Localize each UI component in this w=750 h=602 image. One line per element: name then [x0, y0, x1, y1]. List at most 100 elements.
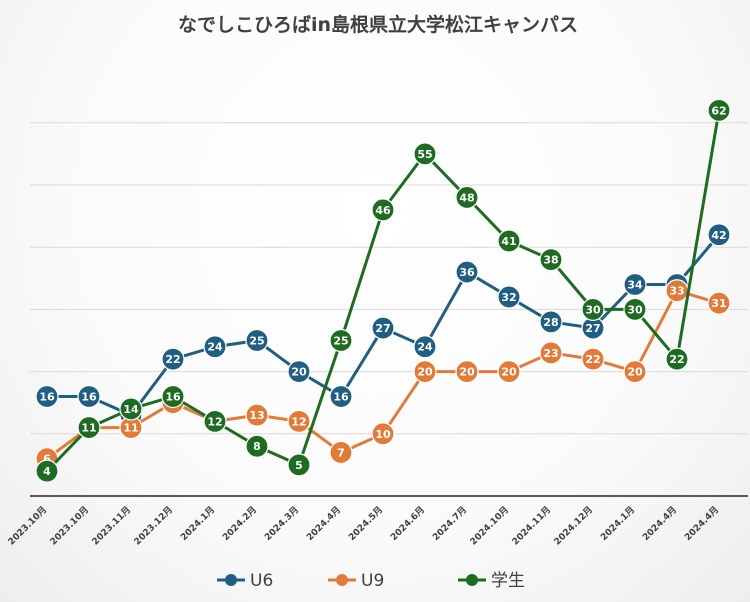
data-point [371, 422, 395, 446]
data-label: 25 [333, 335, 348, 348]
data-label: 62 [711, 104, 726, 117]
data-label: 27 [585, 322, 600, 335]
data-label: 22 [165, 353, 180, 366]
data-point [707, 291, 731, 315]
data-label: 23 [543, 347, 558, 360]
data-label: 7 [337, 446, 345, 459]
x-tick-label: 2024.4月 [682, 504, 721, 543]
data-label: 11 [123, 422, 138, 435]
data-label: 55 [417, 148, 432, 161]
data-point [539, 248, 563, 272]
data-label: 36 [459, 266, 475, 279]
x-tick-label: 2024.5月 [346, 504, 385, 543]
data-point [665, 347, 689, 371]
data-label: 41 [501, 235, 516, 248]
data-point [371, 316, 395, 340]
data-label: 8 [253, 440, 261, 453]
data-label: 14 [123, 403, 139, 416]
data-point [497, 229, 521, 253]
data-point [119, 397, 143, 421]
data-label: 22 [585, 353, 600, 366]
chart-title: なでしこひろばin島根県立大学松江キャンパス [178, 13, 578, 36]
x-tick-label: 2024.2月 [220, 504, 259, 543]
x-tick-label: 2024.4月 [640, 504, 679, 543]
data-point [161, 384, 185, 409]
data-label: 16 [333, 390, 349, 403]
data-label: 28 [543, 316, 558, 329]
legend-item: U6 [217, 571, 273, 591]
data-label: 4 [43, 465, 51, 478]
data-point [329, 384, 353, 409]
data-point [455, 185, 479, 210]
data-point [161, 347, 185, 371]
legend-label: U9 [361, 571, 384, 591]
data-point [455, 360, 479, 384]
data-label: 25 [249, 335, 264, 348]
data-point [329, 440, 353, 465]
data-label: 16 [81, 390, 97, 403]
data-point [539, 341, 563, 365]
data-label: 11 [81, 422, 96, 435]
x-tick-label: 2024.11月 [510, 504, 553, 547]
x-tick-label: 2024.10月 [468, 504, 511, 547]
data-point [287, 453, 311, 477]
data-point [623, 272, 647, 297]
data-label: 46 [375, 204, 391, 217]
data-point [623, 297, 647, 321]
data-label: 13 [249, 409, 264, 422]
data-point [203, 335, 227, 359]
data-point [245, 434, 269, 458]
data-label: 34 [627, 279, 643, 292]
data-point [35, 459, 59, 483]
legend-marker [225, 574, 237, 586]
data-point [497, 285, 521, 309]
series-U9: 61111151213127102020202322203331 [35, 279, 731, 471]
data-label: 33 [669, 285, 684, 298]
data-label: 20 [291, 366, 307, 379]
data-label: 5 [295, 459, 303, 472]
x-tick-label: 2024.4月 [304, 504, 343, 543]
legend-item: U9 [328, 571, 384, 591]
data-label: 48 [459, 191, 474, 204]
data-label: 30 [585, 303, 601, 316]
data-label: 24 [207, 341, 223, 354]
data-label: 16 [165, 390, 181, 403]
data-point [77, 384, 101, 409]
series-lines: 1616132224252016272436322827343442611111… [35, 98, 731, 483]
data-label: 42 [711, 229, 726, 242]
x-tick-label: 2024.7月 [430, 504, 469, 543]
data-label: 10 [375, 428, 391, 441]
x-tick-label: 2023.10月 [48, 504, 91, 547]
data-point [413, 335, 437, 359]
data-label: 20 [501, 366, 517, 379]
data-point [245, 328, 269, 353]
data-label: 12 [207, 415, 222, 428]
data-point [287, 360, 311, 384]
data-point [77, 415, 101, 440]
data-point [35, 384, 59, 409]
legend-label: 学生 [491, 571, 525, 591]
data-label: 31 [711, 297, 726, 310]
gridlines [30, 122, 748, 435]
data-point [539, 310, 563, 334]
data-point [287, 409, 311, 433]
legend-marker [466, 574, 478, 586]
legend-item: 学生 [458, 571, 525, 591]
x-tick-label: 2024.3月 [262, 504, 301, 543]
data-label: 20 [627, 366, 643, 379]
data-point [245, 403, 269, 427]
legend: U6 U9 学生 [217, 571, 525, 591]
data-point [203, 409, 227, 433]
x-tick-labels: 2023.10月 2023.10月 2023.11月 2023.12月 2024.1月 2… [6, 504, 721, 547]
x-tick-label: 2024.1月 [178, 504, 217, 543]
legend-marker [336, 574, 348, 586]
data-point [707, 98, 731, 122]
x-tick-label: 2023.10月 [6, 504, 49, 547]
x-tick-label: 2024.12月 [552, 504, 595, 547]
data-point [329, 328, 353, 353]
data-point [413, 142, 437, 166]
data-label: 12 [291, 415, 306, 428]
series-U6: 1616132224252016272436322827343442 [35, 223, 731, 427]
data-point [497, 360, 521, 384]
data-point [455, 260, 479, 284]
